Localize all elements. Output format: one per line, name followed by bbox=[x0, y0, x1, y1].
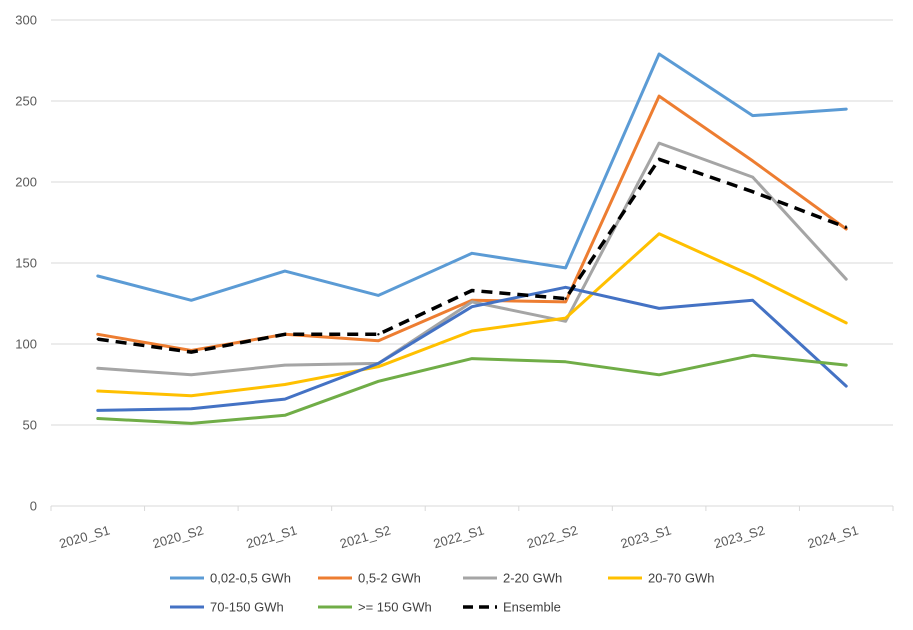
x-tick-label: 2022_S1 bbox=[432, 522, 486, 551]
series-line bbox=[97, 157, 847, 354]
legend-label: 2-20 GWh bbox=[503, 571, 562, 586]
x-tick-label: 2020_S1 bbox=[57, 522, 111, 551]
x-tick-label: 2023_S2 bbox=[712, 522, 766, 551]
x-tick-label: 2024_S1 bbox=[806, 522, 860, 551]
data-point bbox=[751, 299, 754, 302]
y-tick-label: 200 bbox=[15, 175, 37, 190]
series-lines bbox=[96, 52, 848, 425]
y-tick-label: 0 bbox=[30, 499, 37, 514]
data-point bbox=[96, 333, 100, 336]
data-point bbox=[751, 354, 754, 357]
data-point bbox=[377, 339, 380, 342]
data-point bbox=[657, 141, 661, 145]
data-point bbox=[96, 274, 100, 278]
data-point bbox=[470, 329, 474, 333]
data-point bbox=[657, 52, 661, 56]
data-point bbox=[751, 274, 754, 278]
data-point bbox=[190, 350, 193, 354]
y-tick-label: 300 bbox=[15, 13, 37, 28]
data-point bbox=[377, 365, 380, 368]
data-point bbox=[564, 316, 567, 320]
data-point bbox=[564, 300, 567, 304]
data-point bbox=[751, 114, 754, 117]
data-point bbox=[377, 362, 380, 365]
legend-label: >= 150 GWh bbox=[358, 600, 432, 615]
series-line bbox=[96, 94, 848, 352]
x-tick-label: 2022_S2 bbox=[525, 522, 579, 551]
legend-label: 70-150 GWh bbox=[210, 600, 284, 615]
legend-label: 0,5-2 GWh bbox=[358, 571, 421, 586]
data-point bbox=[190, 299, 193, 302]
data-point bbox=[751, 159, 754, 163]
data-point bbox=[470, 289, 474, 292]
data-point bbox=[283, 383, 287, 386]
data-point bbox=[564, 266, 567, 270]
data-point bbox=[190, 407, 193, 410]
data-point bbox=[751, 175, 754, 179]
data-point bbox=[283, 269, 287, 273]
data-point bbox=[564, 360, 567, 363]
series-line bbox=[96, 141, 848, 377]
data-point bbox=[377, 380, 380, 383]
legend-label: 0,02-0,5 GWh bbox=[210, 571, 291, 586]
series-line bbox=[96, 353, 848, 425]
data-point bbox=[564, 320, 567, 323]
data-point bbox=[845, 363, 848, 367]
legend-label: Ensemble bbox=[503, 600, 561, 615]
data-point bbox=[470, 252, 474, 255]
x-tick-label: 2021_S1 bbox=[245, 522, 299, 551]
data-point bbox=[751, 190, 754, 193]
y-tick-label: 50 bbox=[23, 418, 37, 433]
data-point bbox=[845, 107, 848, 111]
data-point bbox=[96, 367, 100, 370]
data-point bbox=[845, 384, 848, 388]
data-point bbox=[96, 337, 100, 341]
legend-label: 20-70 GWh bbox=[648, 571, 714, 586]
data-point bbox=[470, 305, 474, 308]
data-point bbox=[845, 321, 848, 325]
data-point bbox=[657, 94, 661, 98]
data-point bbox=[96, 417, 100, 420]
data-point bbox=[283, 414, 287, 417]
y-tick-label: 100 bbox=[15, 337, 37, 352]
data-point bbox=[845, 226, 848, 229]
data-point bbox=[377, 333, 380, 336]
y-tick-label: 150 bbox=[15, 256, 37, 271]
data-point bbox=[564, 286, 567, 289]
data-point bbox=[190, 373, 193, 376]
data-point bbox=[657, 158, 661, 161]
data-point bbox=[283, 333, 287, 336]
data-point bbox=[657, 232, 661, 235]
data-point bbox=[283, 363, 287, 367]
x-tick-label: 2021_S2 bbox=[338, 522, 392, 551]
data-point bbox=[657, 307, 661, 310]
data-point bbox=[564, 297, 567, 300]
x-tick-label: 2023_S1 bbox=[619, 522, 673, 551]
data-point bbox=[190, 422, 193, 425]
axes bbox=[50, 505, 894, 511]
legend: 0,02-0,5 GWh 0,5-2 GWh 2-20 GWh 20-70 GWh 70… bbox=[170, 571, 714, 615]
data-point bbox=[845, 278, 848, 281]
data-point bbox=[190, 394, 193, 397]
data-point bbox=[96, 409, 100, 412]
y-axis-tick-labels: 0 50 100 150 200 250 300 bbox=[15, 13, 37, 514]
data-point bbox=[470, 300, 474, 304]
data-point bbox=[470, 357, 474, 360]
y-tick-label: 250 bbox=[15, 94, 37, 109]
data-point bbox=[283, 397, 287, 401]
data-point bbox=[657, 373, 661, 376]
data-point bbox=[377, 294, 380, 297]
gridlines bbox=[51, 19, 893, 426]
data-point bbox=[96, 389, 100, 393]
x-axis-tick-labels: 2020_S1 2020_S2 2021_S1 2021_S2 2022_S1 2022_… bbox=[57, 522, 860, 551]
x-tick-label: 2020_S2 bbox=[151, 522, 205, 551]
